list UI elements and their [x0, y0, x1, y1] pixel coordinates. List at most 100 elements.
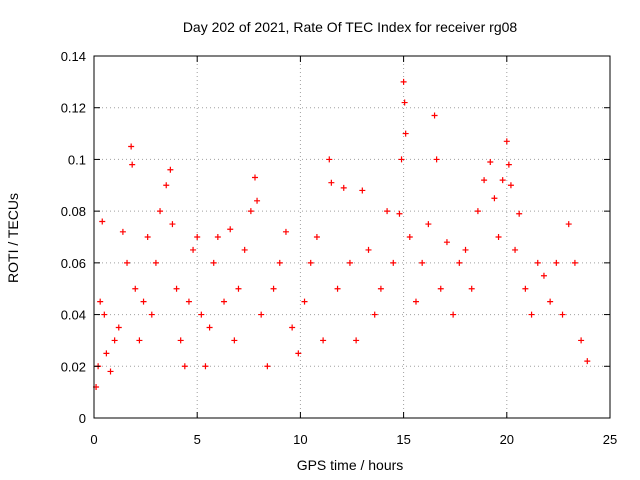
x-tick-label: 20 [500, 432, 514, 447]
data-point [481, 177, 488, 184]
data-point [247, 208, 254, 215]
data-point [487, 159, 494, 166]
data-point [371, 311, 378, 318]
data-point [456, 259, 463, 266]
data-point [326, 156, 333, 163]
data-point [152, 259, 159, 266]
data-point [365, 246, 372, 253]
data-point [107, 368, 114, 375]
data-point [437, 285, 444, 292]
data-point [505, 161, 512, 168]
data-point [241, 246, 248, 253]
data-point [398, 156, 405, 163]
data-point [214, 234, 221, 240]
x-tick-label: 25 [603, 432, 617, 447]
data-point [571, 259, 578, 266]
data-point [264, 363, 271, 370]
data-point [185, 298, 192, 305]
data-point [491, 195, 498, 202]
data-point [313, 234, 320, 240]
data-point [119, 228, 126, 235]
data-point [181, 363, 188, 370]
data-point [507, 182, 514, 189]
data-point [462, 246, 469, 253]
x-tick-label: 0 [90, 432, 97, 447]
data-point [503, 138, 510, 145]
data-point [516, 210, 523, 217]
data-point [132, 285, 139, 292]
data-point [584, 358, 591, 365]
data-point [129, 161, 136, 168]
y-tick-label: 0.02 [61, 359, 86, 374]
data-point [307, 259, 314, 266]
data-point [431, 112, 438, 119]
data-point [111, 337, 118, 344]
data-point [359, 187, 366, 194]
data-point [346, 259, 353, 266]
data-point [512, 246, 519, 253]
data-point [97, 298, 104, 305]
data-point [194, 234, 201, 240]
data-point [282, 228, 289, 235]
data-point [231, 337, 238, 344]
data-point [433, 156, 440, 163]
data-point [528, 311, 535, 318]
data-point [177, 337, 184, 344]
data-point [499, 177, 506, 184]
data-point [390, 259, 397, 266]
x-tick-label: 15 [396, 432, 410, 447]
axis-ticks: 0 5 10 15 20 25 0 0.02 0.04 0.06 0.08 0.1 0.12 0.14 [61, 49, 618, 447]
data-point [235, 285, 242, 292]
data-point [377, 285, 384, 292]
data-point [353, 337, 360, 344]
data-point [396, 210, 403, 217]
data-point [522, 285, 529, 292]
data-point [401, 99, 408, 106]
chart-title: Day 202 of 2021, Rate Of TEC Index for r… [183, 19, 518, 35]
data-point [419, 259, 426, 266]
data-point [270, 285, 277, 292]
data-points [93, 78, 591, 390]
y-tick-label: 0.12 [61, 101, 86, 116]
data-point [202, 363, 209, 370]
data-point [553, 259, 560, 266]
data-point [384, 208, 391, 215]
data-point [103, 350, 110, 357]
y-tick-label: 0.08 [61, 204, 86, 219]
data-point [198, 311, 205, 318]
data-point [163, 182, 170, 189]
y-tick-label: 0.04 [61, 308, 86, 323]
data-point [295, 350, 302, 357]
data-point [301, 298, 308, 305]
data-point [565, 221, 572, 228]
data-point [425, 221, 432, 228]
plot-frame [93, 55, 611, 419]
y-tick-label: 0.14 [61, 49, 86, 64]
data-point [210, 259, 217, 266]
data-point [148, 311, 155, 318]
data-point [251, 174, 258, 181]
data-point [258, 311, 265, 318]
y-tick-label: 0 [79, 411, 86, 426]
data-point [144, 234, 151, 240]
grid-lines [94, 56, 610, 418]
x-tick-label: 10 [293, 432, 307, 447]
data-point [227, 226, 234, 233]
data-point [206, 324, 213, 331]
y-tick-label: 0.1 [68, 152, 86, 167]
data-point [328, 179, 335, 186]
data-point [115, 324, 122, 331]
data-point [400, 78, 407, 85]
data-point [340, 184, 347, 191]
data-point [167, 166, 174, 173]
data-point [578, 337, 585, 344]
data-point [276, 259, 283, 266]
data-point [140, 298, 147, 305]
data-point [547, 298, 554, 305]
data-point [157, 208, 164, 215]
data-point [99, 218, 106, 225]
data-point [128, 143, 135, 150]
data-point [495, 234, 502, 240]
data-point [412, 298, 419, 305]
